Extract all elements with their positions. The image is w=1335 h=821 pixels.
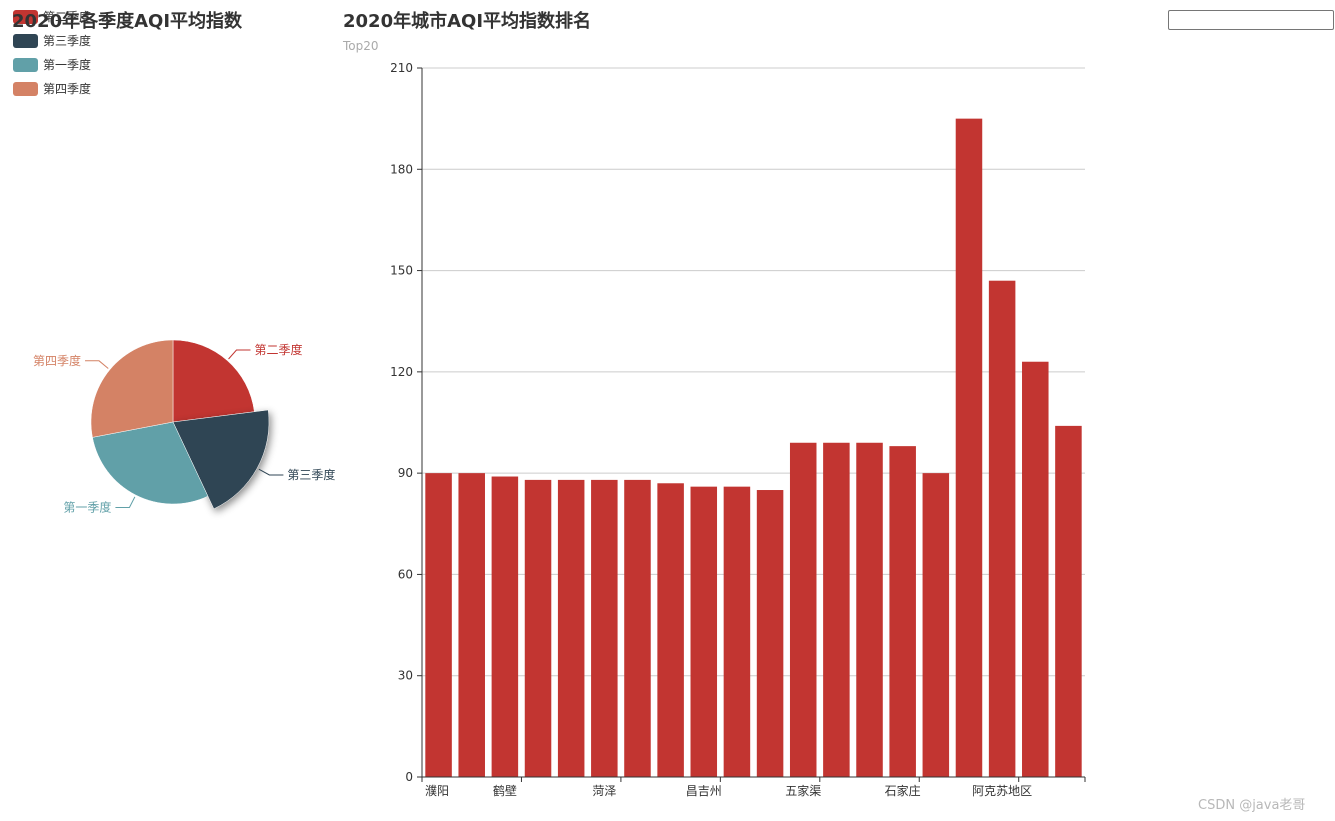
bar[interactable] bbox=[624, 479, 651, 777]
x-tick-label: 阿克苏地区 bbox=[972, 784, 1032, 798]
legend-swatch[interactable] bbox=[13, 34, 38, 48]
y-tick-label: 120 bbox=[390, 365, 413, 379]
pie-title: 2020年各季度AQI平均指数 bbox=[12, 10, 243, 32]
pie-label-line bbox=[115, 496, 136, 509]
y-tick-label: 0 bbox=[405, 770, 413, 784]
pie-slices bbox=[90, 339, 270, 510]
bar[interactable] bbox=[1055, 425, 1082, 777]
bar[interactable] bbox=[491, 476, 519, 777]
bar-series bbox=[425, 118, 1082, 777]
bar[interactable] bbox=[856, 442, 883, 777]
legend-label[interactable]: 第四季度 bbox=[43, 81, 91, 96]
legend-swatch[interactable] bbox=[13, 82, 38, 96]
bar-subtitle: Top20 bbox=[342, 39, 379, 53]
bar[interactable] bbox=[1022, 361, 1049, 777]
y-tick-label: 90 bbox=[398, 466, 413, 480]
bar[interactable] bbox=[789, 442, 817, 777]
pie-slice-label: 第一季度 bbox=[63, 500, 111, 515]
pie-slice[interactable] bbox=[92, 421, 209, 505]
bar[interactable] bbox=[823, 442, 850, 777]
bar[interactable] bbox=[557, 479, 585, 777]
bar-gridlines bbox=[422, 67, 1085, 677]
y-tick-label: 180 bbox=[390, 162, 413, 176]
legend-swatch[interactable] bbox=[13, 58, 38, 72]
watermark-text: CSDN @java老哥 bbox=[1198, 798, 1306, 813]
bar[interactable] bbox=[524, 479, 552, 777]
pie-label-line bbox=[228, 349, 251, 360]
pie-slice-label: 第四季度 bbox=[33, 353, 81, 368]
bar[interactable] bbox=[955, 118, 983, 777]
bar[interactable] bbox=[425, 473, 452, 777]
pie-slice[interactable] bbox=[172, 339, 255, 423]
bar[interactable] bbox=[690, 486, 718, 777]
bar[interactable] bbox=[591, 479, 618, 777]
y-tick-label: 30 bbox=[398, 669, 413, 683]
y-tick-label: 60 bbox=[398, 567, 413, 581]
bar[interactable] bbox=[657, 483, 684, 777]
bar[interactable] bbox=[889, 446, 916, 777]
x-tick-label: 濮阳 bbox=[425, 783, 449, 798]
bar[interactable] bbox=[922, 473, 950, 777]
pie-slice[interactable] bbox=[90, 339, 174, 438]
bar[interactable] bbox=[756, 490, 784, 777]
pie-slice[interactable] bbox=[172, 409, 270, 510]
legend-label[interactable]: 第一季度 bbox=[43, 57, 91, 72]
y-tick-label: 210 bbox=[390, 61, 413, 75]
bar-axes: 0 30 60 90 120 150 180 210 濮阳 鹤壁 菏泽 昌吉州 五家渠 石家庄 阿克苏地区 bbox=[390, 61, 1086, 798]
x-tick-label: 石家庄 bbox=[885, 783, 921, 798]
bar[interactable] bbox=[988, 280, 1016, 777]
legend-label[interactable]: 第二季度 bbox=[43, 9, 91, 24]
x-tick-label: 昌吉州 bbox=[686, 784, 722, 798]
bar[interactable] bbox=[458, 473, 485, 777]
legend-swatch[interactable] bbox=[13, 10, 38, 24]
legend-label[interactable]: 第三季度 bbox=[43, 33, 91, 48]
bar[interactable] bbox=[723, 486, 751, 777]
search-input[interactable] bbox=[1168, 10, 1334, 30]
pie-label-line bbox=[258, 468, 284, 476]
bar-title: 2020年城市AQI平均指数排名 bbox=[343, 10, 591, 32]
x-tick-label: 鹤壁 bbox=[493, 783, 517, 798]
pie-label-line bbox=[85, 360, 109, 369]
pie-slice-label: 第三季度 bbox=[287, 467, 335, 482]
bar-chart: 2020年城市AQI平均指数排名 Top20 0 30 60 90 120 150 180 2… bbox=[342, 10, 1086, 798]
pie-slice-label: 第二季度 bbox=[254, 342, 302, 357]
x-tick-label: 五家渠 bbox=[785, 783, 821, 798]
y-tick-label: 150 bbox=[390, 264, 413, 278]
x-tick-label: 菏泽 bbox=[592, 784, 616, 798]
